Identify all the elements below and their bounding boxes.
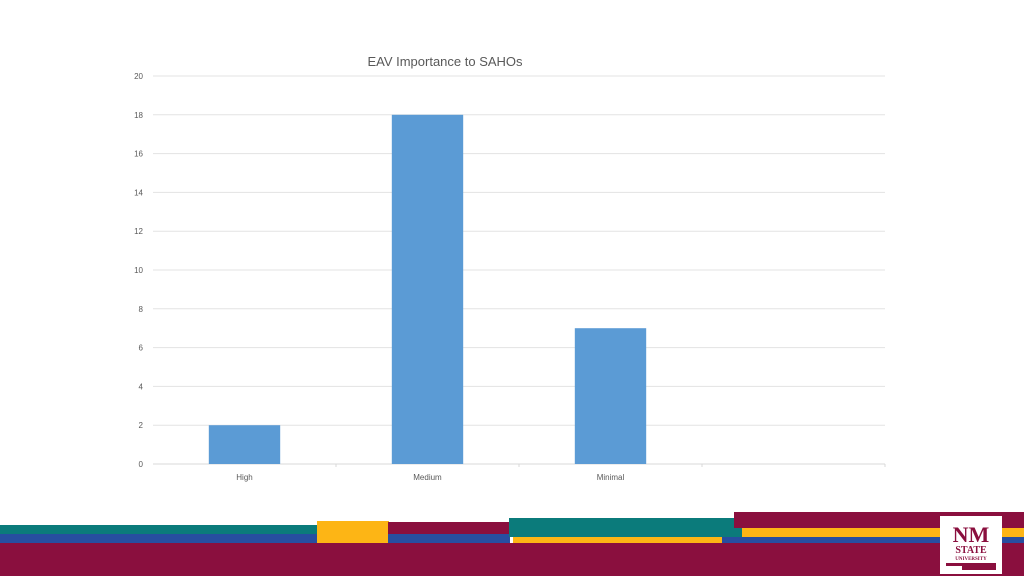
bar-high [208,425,281,464]
x-axis-categories: High Medium Minimal [236,464,886,482]
x-category-label: High [236,473,252,482]
footer-block-crimson-mid [388,522,510,534]
footer-band-crimson [0,543,1024,576]
footer-block-teal-center [509,518,742,537]
y-tick-label: 2 [139,421,144,430]
footer-stripe-blue-left [0,534,318,543]
x-category-label: Minimal [597,473,625,482]
y-tick-label: 18 [134,111,143,120]
logo-text-university: UNIVERSITY [955,557,987,562]
y-tick-label: 10 [134,266,143,275]
y-tick-label: 20 [134,72,143,81]
y-tick-label: 0 [139,460,144,469]
y-tick-label: 4 [139,382,144,391]
footer-stripe-blue-mid [388,534,510,543]
new-mexico-state-outline-icon [946,563,996,570]
y-tick-label: 16 [134,150,143,159]
chart-title: EAV Importance to SAHOs [367,54,523,69]
y-tick-label: 6 [139,344,144,353]
footer-stripe-gold-right [742,528,1024,537]
x-category-label: Medium [413,473,442,482]
bar-chart: EAV Importance to SAHOs 0 2 4 6 8 10 12 14 16 18 2… [134,54,886,482]
bars [208,114,647,465]
footer-stripe-teal-left [0,525,318,534]
y-axis-ticks: 0 2 4 6 8 10 12 14 16 18 20 [134,72,143,469]
footer-stripe-gold-center [513,537,723,543]
bar-minimal [574,328,647,464]
footer-block-gold [317,521,389,544]
gridlines [153,75,885,465]
logo-text-nm: NM [953,522,990,547]
logo-text-state: STATE [955,545,987,556]
y-tick-label: 12 [134,227,143,236]
footer-stripes: NM STATE UNIVERSITY [0,512,1024,576]
bar-medium [391,114,464,465]
y-tick-label: 14 [134,188,143,197]
footer-banner: NM STATE UNIVERSITY [0,500,1024,576]
nmsu-logo: NM STATE UNIVERSITY [940,516,1002,574]
y-tick-label: 8 [139,305,144,314]
chart-canvas: EAV Importance to SAHOs 0 2 4 6 8 10 12 14 16 18 2… [134,54,886,482]
footer-stripe-blue-right [722,537,1024,544]
